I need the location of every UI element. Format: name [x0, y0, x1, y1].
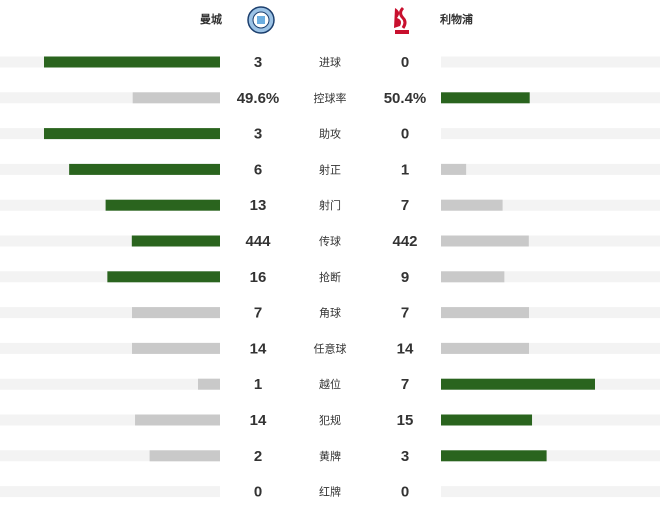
- home-value: 16: [250, 269, 267, 286]
- home-value: 444: [245, 233, 271, 250]
- away-track: [441, 414, 660, 426]
- stat-label: 犯规: [319, 413, 341, 427]
- stat-label: 任意球: [314, 341, 347, 355]
- home-bar: [198, 378, 220, 390]
- stat-label: 进球: [319, 55, 341, 69]
- away-value: 15: [397, 412, 414, 429]
- away-value: 3: [401, 448, 409, 465]
- away-track: [441, 307, 660, 319]
- home-bar: [105, 199, 220, 211]
- home-value: 14: [250, 412, 267, 429]
- home-track: [0, 235, 220, 247]
- home-bar: [132, 342, 220, 354]
- away-logo: [394, 6, 409, 34]
- home-value: 3: [254, 126, 262, 143]
- home-track: [0, 342, 220, 354]
- home-value: 3: [254, 54, 262, 71]
- home-track: [0, 307, 220, 319]
- away-track: [441, 271, 660, 283]
- home-track: [0, 486, 220, 498]
- away-value: 50.4%: [384, 90, 427, 107]
- stat-label: 射门: [319, 198, 341, 212]
- away-track: [441, 92, 660, 104]
- away-bar: [441, 378, 595, 390]
- home-track: [0, 92, 220, 104]
- home-value: 14: [250, 340, 267, 357]
- home-value: 7: [254, 305, 262, 322]
- home-team: 曼城: [200, 12, 222, 26]
- away-value: 442: [392, 233, 417, 250]
- away-value: 0: [401, 126, 409, 143]
- away-value: 14: [397, 340, 414, 357]
- away-bar: [441, 199, 503, 211]
- away-bar: [441, 450, 547, 462]
- stat-label: 助攻: [319, 127, 341, 141]
- stat-label: 抢断: [319, 270, 341, 284]
- home-bar: [131, 235, 220, 247]
- away-bar: [441, 163, 467, 175]
- away-track: [441, 235, 660, 247]
- stat-label: 越位: [319, 377, 341, 391]
- home-value: 49.6%: [237, 90, 280, 107]
- away-bar: [441, 342, 529, 354]
- home-value: 2: [254, 448, 262, 465]
- away-value: 7: [401, 305, 409, 322]
- home-bar: [132, 307, 220, 319]
- stat-label: 红牌: [319, 485, 341, 499]
- away-value: 1: [401, 161, 409, 178]
- stat-label: 角球: [319, 306, 341, 320]
- away-bar: [441, 307, 529, 319]
- home-bar: [135, 414, 220, 426]
- home-bar: [149, 450, 220, 462]
- away-bar: [441, 414, 533, 426]
- home-value: 1: [254, 376, 262, 393]
- home-value: 6: [254, 161, 262, 178]
- home-bar: [44, 128, 220, 140]
- stat-label: 射正: [319, 162, 341, 176]
- away-bar: [441, 271, 505, 283]
- home-track: [0, 450, 220, 462]
- home-bar: [107, 271, 220, 283]
- home-value: 13: [250, 197, 267, 214]
- away-track: [441, 486, 660, 498]
- stat-label: 控球率: [314, 91, 347, 105]
- away-track: [441, 450, 660, 462]
- away-track: [441, 56, 660, 68]
- home-value: 0: [254, 484, 262, 501]
- home-track: [0, 378, 220, 390]
- away-value: 0: [401, 54, 409, 71]
- away-value: 0: [401, 484, 409, 501]
- away-bar: [441, 92, 530, 104]
- away-track: [441, 128, 660, 140]
- home-track: [0, 414, 220, 426]
- away-value: 7: [401, 197, 409, 214]
- home-bar: [132, 92, 220, 104]
- away-value: 9: [401, 269, 409, 286]
- away-bar: [441, 235, 529, 247]
- stat-label: 黄牌: [319, 449, 341, 463]
- stat-label: 传球: [319, 234, 341, 248]
- away-track: [441, 342, 660, 354]
- home-logo: [247, 6, 275, 34]
- away-track: [441, 199, 660, 211]
- away-track: [441, 163, 660, 175]
- home-bar: [44, 56, 220, 68]
- home-bar: [69, 163, 221, 175]
- away-team: 利物浦: [440, 12, 473, 26]
- away-value: 7: [401, 376, 409, 393]
